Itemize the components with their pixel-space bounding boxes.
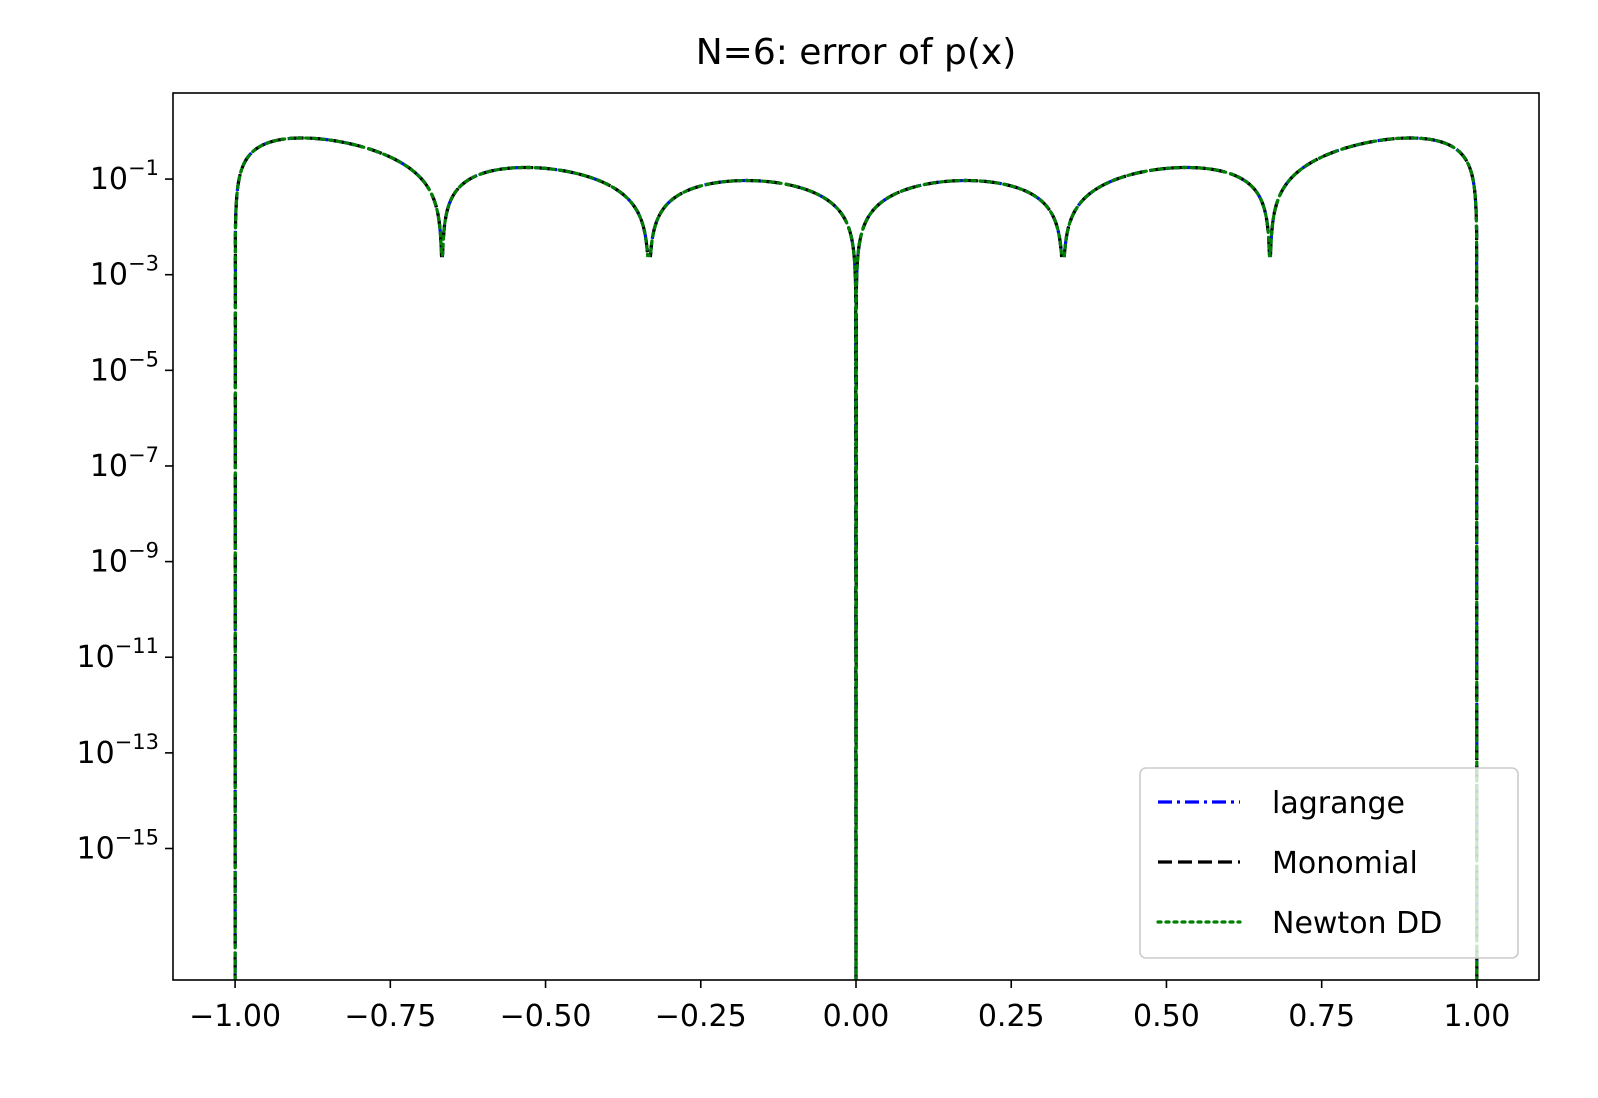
y-tick-label: 10−3 [90,252,159,293]
legend-box [1139,767,1519,959]
x-tick-label: 0.50 [1133,999,1200,1034]
legend-label: Newton DD [1272,906,1442,941]
y-tick-label: 10−15 [76,826,159,867]
x-tick-label: 0.00 [823,999,890,1034]
x-tick-label: −0.25 [655,999,747,1034]
legend-label: Monomial [1272,846,1418,881]
legend-label: lagrange [1272,786,1405,821]
x-tick-label: 0.25 [978,999,1045,1034]
y-tick-label: 10−7 [90,443,159,484]
y-tick-label: 10−9 [90,539,159,580]
y-axis: 10−1 10−3 10−5 10−7 10−9 10−11 10−13 10−15 [76,156,173,867]
legend: lagrange Monomial Newton DD [1139,767,1519,959]
x-axis: −1.00 −0.75 −0.50 −0.25 0.00 0.25 0.50 0.75 1.00 [189,980,1510,1034]
x-tick-label: 0.75 [1288,999,1355,1034]
series-line-newton-dd [233,136,1479,980]
chart-title: N=6: error of p(x) [696,32,1017,73]
series-layer [233,136,1479,980]
x-tick-label: −0.75 [344,999,436,1034]
y-tick-label: 10−11 [76,634,159,675]
x-tick-label: 1.00 [1444,999,1511,1034]
y-tick-label: 10−1 [90,156,159,197]
y-tick-label: 10−5 [90,347,159,388]
x-tick-label: −1.00 [189,999,281,1034]
y-tick-label: 10−13 [76,730,159,771]
x-tick-label: −0.50 [500,999,592,1034]
